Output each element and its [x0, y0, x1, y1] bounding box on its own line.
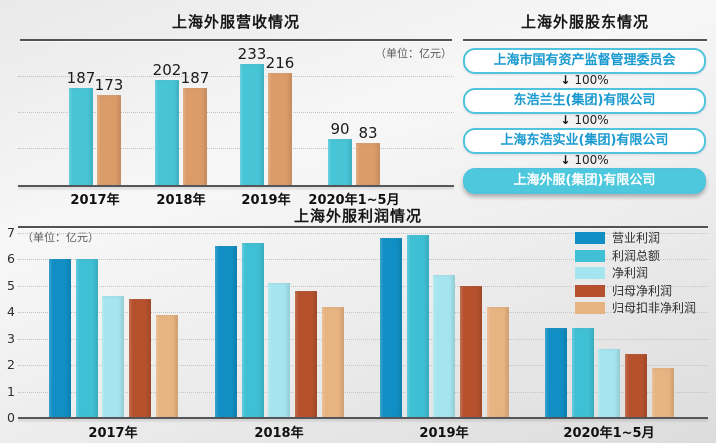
- ownership-percent-label: 100%: [574, 153, 609, 167]
- profit-bar: [380, 237, 402, 418]
- revenue-x-axis: [18, 185, 454, 187]
- revenue-category-label: 2018年: [156, 193, 206, 208]
- revenue-gridline: [18, 148, 454, 149]
- profit-bar: [268, 282, 291, 418]
- profit-gridline: [18, 391, 708, 393]
- profit-bar: [460, 285, 483, 418]
- profit-y-tick-label: 4: [7, 304, 15, 319]
- revenue-bar: [97, 95, 121, 186]
- legend-swatch-icon: [575, 232, 605, 244]
- legend-swatch-icon: [575, 302, 605, 314]
- legend-label: 营业利润: [612, 231, 661, 245]
- profit-title-rule: [18, 226, 708, 228]
- profit-gridline: [18, 338, 708, 340]
- shareholder-title-rule: [463, 39, 707, 41]
- profit-unit-label: （单位：亿元）: [22, 231, 99, 244]
- revenue-bar-value: 187: [66, 69, 96, 87]
- revenue-bar-value: 173: [94, 76, 124, 95]
- profit-y-tick-label: 6: [7, 251, 15, 266]
- profit-bar: [295, 290, 318, 418]
- revenue-gridline: [18, 76, 454, 77]
- shareholder-node: 上海市国有资产监督管理委员会: [463, 48, 706, 74]
- profit-bar: [155, 314, 178, 418]
- revenue-category-label: 2017年: [70, 193, 120, 208]
- profit-category-label: 2018年: [254, 426, 304, 441]
- profit-bar: [406, 235, 429, 418]
- ownership-arrow-row: ↓ 100%: [463, 73, 706, 87]
- revenue-bar: [69, 88, 93, 186]
- profit-bar: [75, 259, 98, 418]
- profit-chart-title: 上海外服利润情况: [293, 207, 422, 225]
- revenue-unit-label: （单位：亿元）: [375, 47, 452, 60]
- shareholder-node: 东浩兰生(集团)有限公司: [463, 88, 706, 114]
- profit-bar: [545, 327, 567, 418]
- revenue-bar: [240, 63, 264, 186]
- ownership-percent-label: 100%: [574, 73, 609, 87]
- profit-bar: [321, 306, 344, 418]
- profit-bar: [598, 349, 621, 418]
- profit-y-tick-label: 2: [7, 357, 15, 372]
- down-arrow-icon: ↓: [560, 153, 571, 167]
- revenue-title-rule: [20, 39, 452, 41]
- shareholder-node: 上海东浩实业(集团)有限公司: [463, 128, 706, 154]
- profit-bar: [129, 298, 152, 418]
- revenue-bar-value: 83: [358, 123, 378, 142]
- shareholder-diagram-title: 上海外服股东情况: [520, 13, 649, 31]
- profit-y-tick-label: 3: [7, 330, 15, 346]
- profit-bar: [102, 296, 125, 418]
- revenue-bar-value: 216: [265, 53, 295, 72]
- profit-gridline: [18, 232, 708, 234]
- revenue-bar: [155, 80, 179, 186]
- revenue-category-label: 2020年1~5月: [308, 193, 400, 208]
- profit-bar: [241, 243, 264, 418]
- profit-x-axis: [18, 417, 708, 419]
- revenue-chart-title: 上海外服营收情况: [171, 13, 300, 31]
- profit-category-label: 2017年: [88, 426, 138, 441]
- profit-y-tick-label: 5: [7, 277, 15, 293]
- profit-bar: [486, 306, 509, 418]
- down-arrow-icon: ↓: [560, 73, 571, 87]
- revenue-gridline: [18, 112, 454, 113]
- profit-bar: [651, 367, 674, 418]
- profit-gridline: [18, 365, 708, 366]
- legend-label: 净利润: [612, 266, 649, 280]
- ownership-arrow-row: ↓ 100%: [463, 153, 706, 167]
- profit-gridline: [18, 285, 708, 287]
- ownership-arrow-row: ↓ 100%: [463, 113, 706, 127]
- profit-y-tick-label: 1: [7, 383, 15, 399]
- revenue-bar-value: 233: [237, 44, 267, 63]
- profit-bar: [571, 327, 594, 418]
- profit-gridline: [18, 259, 708, 260]
- legend-swatch-icon: [575, 284, 605, 297]
- shareholder-node: 上海外服(集团)有限公司: [463, 168, 706, 194]
- ownership-percent-label: 100%: [574, 113, 609, 127]
- profit-bar: [433, 274, 456, 418]
- profit-gridline: [18, 312, 708, 313]
- revenue-bar: [183, 88, 207, 186]
- profit-bar: [49, 259, 71, 418]
- revenue-category-label: 2019年: [241, 193, 291, 208]
- revenue-bar: [356, 142, 380, 186]
- profit-category-label: 2020年1~5月: [563, 426, 655, 441]
- profit-y-tick-label: 7: [7, 224, 15, 240]
- revenue-bar-value: 90: [330, 119, 350, 138]
- profit-bar: [625, 354, 648, 418]
- legend-swatch-icon: [575, 267, 605, 279]
- revenue-bar: [268, 72, 292, 186]
- down-arrow-icon: ↓: [560, 113, 571, 127]
- legend-swatch-icon: [575, 249, 605, 262]
- legend-label: 归母净利润: [612, 283, 673, 298]
- revenue-bar-value: 187: [180, 69, 210, 87]
- legend-label: 利润总额: [612, 248, 661, 263]
- profit-y-tick-label: 0: [7, 410, 15, 425]
- revenue-bar: [328, 138, 352, 186]
- legend-label: 归母扣非净利润: [612, 301, 697, 315]
- profit-bar: [215, 245, 237, 418]
- profit-category-label: 2019年: [419, 426, 469, 441]
- revenue-bar-value: 202: [152, 61, 182, 80]
